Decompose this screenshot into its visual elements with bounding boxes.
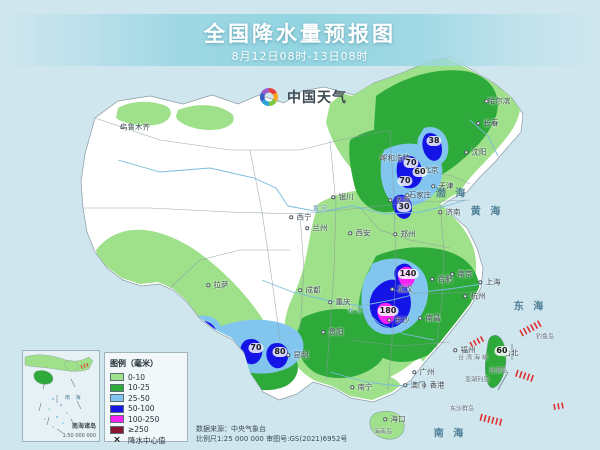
legend-row: 25-50	[110, 393, 183, 404]
city-dot	[464, 150, 468, 154]
city-dot	[430, 277, 434, 281]
legend-label: 100-250	[128, 414, 160, 424]
south-china-sea-inset[interactable]: 南 海 南海诸岛 1:50 000 000	[22, 350, 100, 442]
legend-label: 25-50	[128, 393, 150, 403]
city-dot	[390, 287, 394, 291]
brand-logo: 中国天气	[258, 86, 347, 108]
city-dot	[418, 316, 422, 320]
swirl-logo-icon	[259, 88, 279, 106]
brand-name: 中国天气	[287, 90, 347, 106]
legend-row: 0-10	[110, 372, 183, 383]
data-source: 数据来源：中央气象台	[196, 425, 266, 433]
city-dot	[403, 383, 407, 387]
legend-swatch	[110, 394, 124, 403]
city-dot	[298, 288, 302, 292]
legend-swatch	[110, 373, 124, 382]
legend-label: 50-100	[128, 404, 155, 414]
legend-swatch	[110, 415, 124, 424]
scale-approval: 比例尺1:25 000 000 审图号:GS(2021)6952号	[196, 435, 348, 443]
legend-row: 100-250	[110, 414, 183, 425]
city-dot	[496, 351, 500, 355]
city-dot	[388, 198, 392, 202]
city-dot	[438, 210, 442, 214]
legend-row-center-marker: × 降水中心值	[110, 435, 183, 446]
city-dot	[422, 383, 426, 387]
city-dot	[321, 330, 325, 334]
legend-title: 图例（毫米）	[110, 359, 158, 368]
inset-title: 南海诸岛	[71, 423, 96, 430]
rivers	[117, 119, 499, 387]
city-dot	[476, 121, 480, 125]
city-dot	[405, 193, 409, 197]
city-dot	[450, 272, 454, 276]
precip-center-icon: ×	[113, 435, 121, 446]
legend-label: 10-25	[128, 383, 150, 393]
city-dot	[412, 370, 416, 374]
city-dot	[387, 318, 391, 322]
city-dot	[453, 348, 457, 352]
city-dot	[120, 125, 124, 129]
city-dot	[206, 283, 210, 287]
legend-row: 50-100	[110, 404, 183, 415]
city-dot	[484, 99, 488, 103]
legend-label: ≥250	[128, 425, 149, 435]
legend-row: 10-25	[110, 383, 183, 394]
legend-center-label: 降水中心值	[128, 435, 166, 445]
inset-scale: 1:50 000 000	[62, 433, 97, 439]
city-dot	[331, 195, 335, 199]
province-boundaries	[83, 117, 471, 391]
svg-text:南 海: 南 海	[65, 394, 83, 401]
city-dot	[328, 300, 332, 304]
city-dot	[350, 385, 354, 389]
city-dot	[478, 280, 482, 284]
legend-rows: 0-10 10-25 25-50 50-100 100-250 ≥250	[110, 372, 183, 435]
page-title: 全国降水量预报图	[204, 22, 396, 46]
city-dot	[431, 184, 435, 188]
legend-row: ≥250	[110, 425, 183, 436]
legend-swatch	[110, 383, 124, 392]
inset-map-graphic: 南 海	[23, 351, 99, 441]
city-dot	[463, 294, 467, 298]
forecast-period: 8月12日08时-13日08时	[231, 50, 369, 63]
city-dot	[416, 168, 420, 172]
city-dot	[289, 215, 293, 219]
map-footer: 数据来源：中央气象台 比例尺1:25 000 000 审图号:GS(2021)6…	[196, 424, 347, 444]
city-dot	[380, 156, 384, 160]
city-dot	[286, 353, 290, 357]
legend-label: 0-10	[128, 372, 146, 382]
sea-boundary-hatch	[469, 320, 564, 426]
legend-panel[interactable]: 图例（毫米） 0-10 10-25 25-50 50-100 100-250 ≥250 ×…	[104, 352, 188, 445]
city-dot	[383, 417, 387, 421]
city-dot	[348, 231, 352, 235]
city-dot	[393, 232, 397, 236]
legend-swatch	[110, 425, 124, 434]
legend-swatch	[110, 404, 124, 413]
city-dot	[305, 226, 309, 230]
